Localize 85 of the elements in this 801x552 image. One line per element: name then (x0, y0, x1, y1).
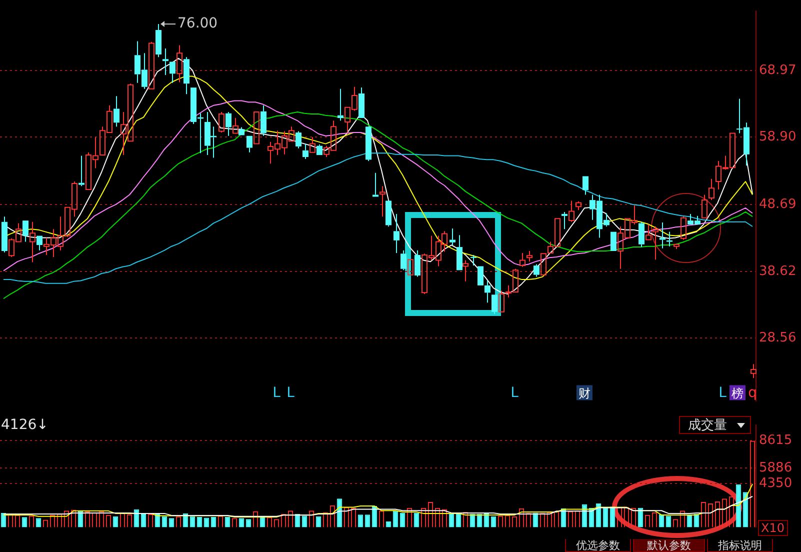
candlestick (30, 221, 36, 263)
y-tick-label: 28.56 (759, 330, 796, 346)
candlestick (414, 250, 420, 278)
y-tick-label: 38.62 (759, 264, 796, 279)
candlestick (582, 176, 588, 196)
bar (224, 516, 230, 528)
candlestick (380, 186, 386, 218)
bar (210, 516, 216, 528)
chart-title: 成交量 (688, 417, 727, 434)
candlestick (310, 136, 316, 153)
bar (686, 514, 692, 528)
candlestick (358, 87, 364, 118)
bar (400, 512, 406, 528)
candlestick (260, 104, 266, 136)
annotation: 榜 (732, 386, 744, 400)
candlestick (534, 264, 540, 278)
bar (36, 518, 42, 528)
candlestick (562, 211, 568, 230)
text: 指标说明 (707, 539, 773, 552)
candlestick (338, 88, 344, 122)
candlestick (498, 290, 504, 312)
annotation: L (510, 384, 519, 401)
bar (414, 512, 420, 528)
bar (238, 518, 244, 528)
annotation: L (272, 384, 281, 401)
candlestick (162, 48, 168, 76)
bar (456, 512, 462, 528)
candlestick (484, 280, 490, 304)
annotation: 4126↓ (1, 417, 48, 433)
bar (196, 516, 202, 528)
candlestick (708, 178, 714, 201)
candlestick (296, 130, 302, 149)
candlestick (450, 228, 456, 246)
candlestick (750, 364, 756, 379)
candlestick (456, 234, 462, 270)
bar (392, 510, 398, 528)
y-tick-label: 48.69 (759, 197, 796, 212)
bar (140, 514, 146, 528)
candlestick (652, 226, 658, 260)
candlestick (114, 96, 120, 128)
candlestick (408, 259, 414, 276)
candlestick (22, 220, 28, 242)
candlestick (366, 126, 372, 162)
candlestick (156, 24, 162, 58)
y-tick-label: 8615 (759, 433, 792, 448)
y-tick-label: 5886 (759, 460, 792, 476)
candlestick (462, 260, 468, 282)
candlestick (246, 136, 252, 153)
candlestick (232, 117, 238, 134)
candlestick (646, 224, 652, 240)
bar (364, 514, 370, 528)
candlestick (470, 254, 476, 266)
annotation: 76.00 (178, 16, 218, 32)
bar (448, 512, 454, 528)
candlestick (394, 213, 400, 254)
annotation: 财 (578, 386, 590, 400)
bar (602, 507, 608, 528)
candlestick (226, 112, 232, 136)
text: 优选参数 (565, 539, 631, 552)
candlestick (2, 216, 8, 253)
y-tick-label: 68.97 (759, 62, 796, 78)
candlestick (302, 143, 308, 160)
candlestick (36, 236, 42, 251)
annotation: L (286, 384, 295, 401)
y-axis-title: X10 (758, 520, 788, 536)
y-tick-label: 58.90 (759, 130, 796, 145)
candlestick (176, 44, 182, 83)
candlestick (170, 62, 176, 84)
bar (658, 514, 664, 528)
bar (22, 517, 28, 528)
y-tick-label: 4350 (759, 476, 792, 491)
candlestick (610, 232, 616, 251)
candlestick (568, 200, 574, 222)
candlestick (78, 155, 84, 187)
candlestick (316, 144, 322, 156)
candlestick (386, 200, 392, 228)
candlestick (478, 266, 484, 286)
candlestick (254, 112, 260, 144)
candlestick (520, 252, 526, 268)
candlestick (184, 56, 190, 95)
bar (168, 518, 174, 528)
annotation: q (748, 384, 757, 401)
annotation: L (718, 384, 727, 401)
candlestick (492, 294, 498, 314)
bar (358, 514, 364, 528)
